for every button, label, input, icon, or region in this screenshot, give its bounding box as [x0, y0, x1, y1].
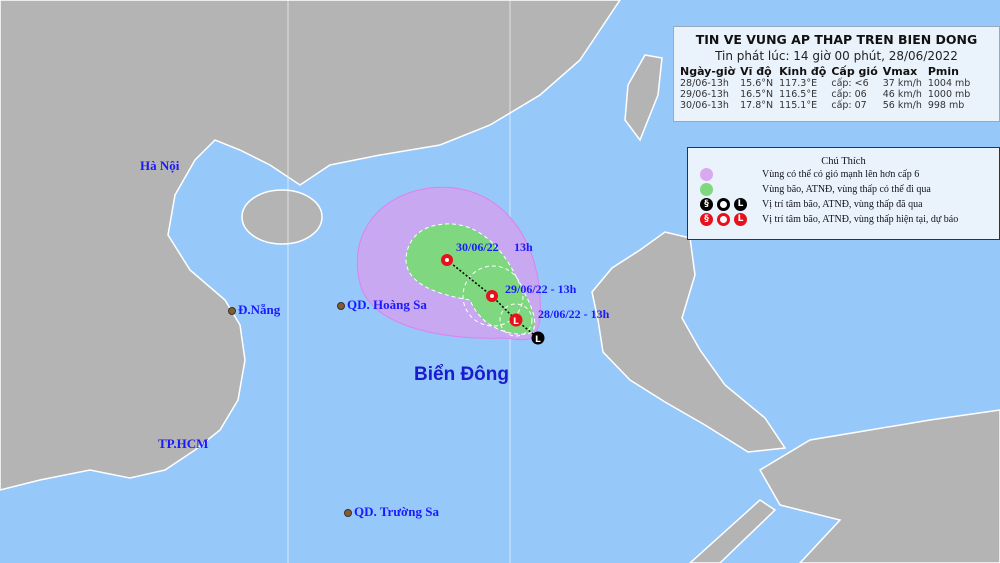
col-vmax: Vmax — [882, 65, 918, 78]
legend-item: § L Vị trí tâm bão, ATNĐ, vùng thấp đã qua — [700, 197, 999, 212]
low-pressure-icon: L — [734, 213, 747, 226]
legend-item: Vùng có thể có gió mạnh lên hơn cấp 6 — [700, 167, 999, 182]
legend-label: Vị trí tâm bão, ATNĐ, vùng thấp hiện tại… — [762, 214, 959, 225]
cell: 116.5°E — [779, 89, 818, 100]
hcm-label: TP.HCM — [158, 436, 209, 451]
info-title: TIN VE VUNG AP THAP TREN BIEN DONG — [695, 32, 978, 47]
col-pmin: Pmin — [927, 65, 959, 78]
cell: cấp: <6 — [831, 78, 869, 89]
table-row: 28/06-13h 15.6°N 117.3°E cấp: <6 37 km/h 1004… — [680, 78, 976, 89]
cell: 30/06-13h — [680, 100, 729, 111]
hoangsa-label: QD. Hoàng Sa — [347, 297, 427, 312]
storm-icon: § — [700, 198, 713, 211]
cell: 115.1°E — [779, 100, 818, 111]
spratly-islands: QD. Trường Sa — [344, 504, 439, 520]
cell: 1004 mb — [927, 78, 971, 89]
past-low-pressure-point: L — [531, 331, 545, 345]
cell: 16.5°N — [740, 89, 774, 100]
svg-text:L: L — [513, 317, 519, 327]
table-header: Ngày-giờ Vĩ độ Kinh độ Cấp gió Vmax Pmin — [680, 65, 976, 78]
storm-track-line — [446, 259, 539, 339]
low-pressure-icon: L — [734, 198, 747, 211]
map-legend: Chú Thích Vùng có thể có gió mạnh lên hơ… — [687, 147, 1000, 240]
palawan-island — [688, 499, 777, 563]
danang-label: Đ.Nẵng — [238, 302, 281, 317]
cell: 1000 mb — [927, 89, 971, 100]
city-hanoi: Hà Nội — [140, 158, 179, 174]
cell: 117.3°E — [779, 78, 818, 89]
legend-label: Vị trí tâm bão, ATNĐ, vùng thấp đã qua — [762, 199, 923, 210]
cell: 15.6°N — [740, 78, 774, 89]
purple-circle-icon — [700, 168, 713, 181]
paracel-islands: QD. Hoàng Sa — [337, 297, 427, 313]
luzon-island — [591, 231, 787, 453]
issue-time: Tin phát lúc: 14 giờ 00 phút, 28/06/2022 — [715, 49, 958, 63]
storm-icon: § — [700, 213, 713, 226]
depression-icon — [717, 198, 730, 211]
island-dot-icon — [344, 509, 352, 518]
cell: 46 km/h — [882, 89, 922, 100]
hanoi-label: Hà Nội — [140, 158, 180, 173]
taiwan-island — [624, 54, 663, 142]
mainland-asia — [0, 0, 621, 491]
sea-label: Biển Đông — [414, 364, 509, 385]
cell: 29/06-13h — [680, 89, 729, 100]
legend-item: § L Vị trí tâm bão, ATNĐ, vùng thấp hiện t… — [700, 212, 999, 227]
city-danang: Đ.Nẵng — [228, 302, 280, 318]
col-lat: Vĩ độ — [740, 65, 772, 78]
current-low-pressure-point: L — [509, 313, 523, 327]
forecast-point-30-06 — [441, 254, 453, 266]
track-label-30-hour: 13h — [514, 240, 533, 254]
cell: 56 km/h — [882, 100, 922, 111]
depression-icon — [717, 213, 730, 226]
track-label-28: 28/06/22 - 13h — [538, 307, 610, 321]
track-label-29: 29/06/22 - 13h — [505, 282, 577, 296]
cell: cấp: 07 — [831, 100, 867, 111]
cell: 28/06-13h — [680, 78, 729, 89]
table-row: 29/06-13h 16.5°N 116.5°E cấp: 06 46 km/h 1000… — [680, 89, 976, 100]
cell: cấp: 06 — [831, 89, 867, 100]
track-label-30-date: 30/06/22 — [456, 240, 499, 254]
col-datetime: Ngày-giờ — [680, 65, 736, 78]
legend-title: Chú Thích — [821, 156, 866, 167]
truongsa-label: QD. Trường Sa — [354, 504, 439, 519]
cell: 17.8°N — [740, 100, 774, 111]
hainan-island — [241, 189, 323, 245]
legend-label: Vùng bão, ATNĐ, vùng thấp có thể đi qua — [762, 184, 931, 195]
col-wind-level: Cấp gió — [831, 65, 878, 78]
table-row: 30/06-13h 17.8°N 115.1°E cấp: 07 56 km/h 998 … — [680, 100, 976, 111]
forecast-info-box: TIN VE VUNG AP THAP TREN BIEN DONG Tin p… — [673, 26, 1000, 122]
green-circle-icon — [700, 183, 713, 196]
col-lon: Kinh độ — [779, 65, 827, 78]
forecast-table: Ngày-giờ Vĩ độ Kinh độ Cấp gió Vmax Pmin… — [680, 65, 976, 111]
city-dot-icon — [228, 307, 236, 316]
island-dot-icon — [337, 302, 345, 311]
cell: 998 mb — [927, 100, 965, 111]
cell: 37 km/h — [882, 78, 922, 89]
legend-item: Vùng bão, ATNĐ, vùng thấp có thể đi qua — [700, 182, 999, 197]
svg-text:L: L — [535, 335, 541, 345]
forecast-point-29-06 — [486, 290, 498, 302]
legend-label: Vùng có thể có gió mạnh lên hơn cấp 6 — [762, 169, 920, 180]
city-hcm: TP.HCM — [158, 436, 208, 452]
visayas-mindanao-islands — [758, 409, 1000, 563]
